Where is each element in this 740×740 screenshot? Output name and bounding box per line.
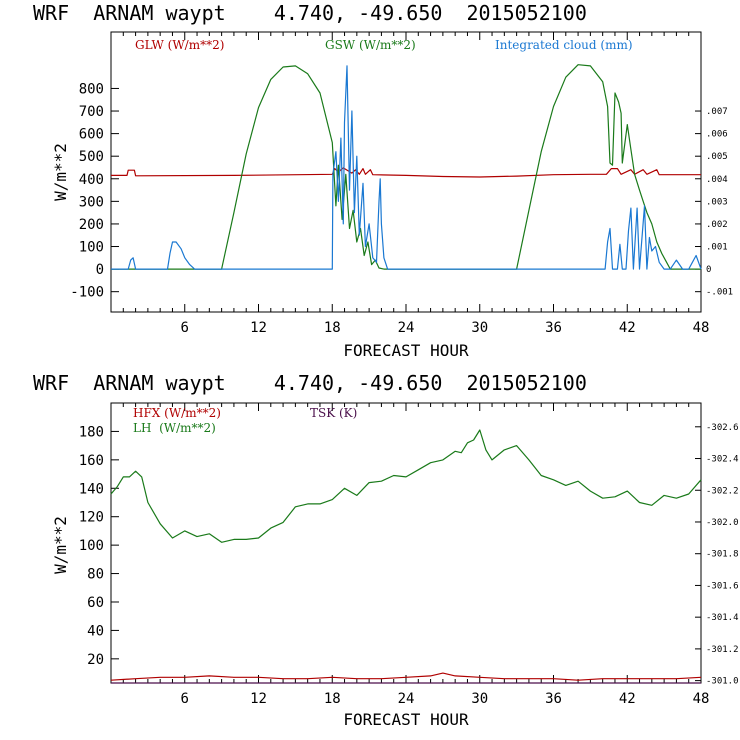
y2-tick-label: -301.6 xyxy=(706,581,739,591)
series-line-glw xyxy=(111,167,701,178)
y2-tick-label: .006 xyxy=(706,130,728,140)
y2-tick-label: .003 xyxy=(706,197,728,207)
x-tick-label: 24 xyxy=(398,691,415,707)
x-tick-label: 36 xyxy=(545,691,562,707)
surface-flux-panel: WRF ARNAM waypt 4.740, -49.650 201505210… xyxy=(33,371,739,729)
radiation-cloud-panel: WRF ARNAM waypt 4.740, -49.650 201505210… xyxy=(33,1,733,360)
y2-tick-label: -301.4 xyxy=(706,613,739,623)
x-tick-label: 30 xyxy=(471,320,488,336)
series-line-hfx xyxy=(110,672,702,681)
x-tick-label: 24 xyxy=(398,320,415,336)
panel-2-x-ticks: 6 12 18 24 30 36 42 48 xyxy=(122,403,710,707)
panel-1-series-lines xyxy=(111,64,702,270)
y2-tick-label: -302.6 xyxy=(706,423,739,433)
series-line-gsw xyxy=(111,64,701,270)
y-tick-label: 160 xyxy=(79,453,104,469)
y-tick-label: 700 xyxy=(79,104,104,120)
y-tick-label: 180 xyxy=(79,424,104,440)
y2-tick-label: -302.0 xyxy=(706,518,739,528)
x-tick-label: 12 xyxy=(250,320,267,336)
panel-1-header: WRF ARNAM waypt 4.740, -49.650 201505210… xyxy=(33,1,587,25)
y-tick-label: 140 xyxy=(79,481,104,497)
y-tick-label: 80 xyxy=(87,567,104,583)
y-tick-label: 500 xyxy=(79,149,104,165)
x-tick-label: 48 xyxy=(693,691,710,707)
y2-tick-label: .002 xyxy=(706,220,728,230)
legend-gsw: GSW (W/m**2) xyxy=(325,38,416,52)
series-line-integrated xyxy=(111,65,702,270)
y-tick-label: 120 xyxy=(79,510,104,526)
x-tick-label: 42 xyxy=(619,320,636,336)
x-tick-label: 36 xyxy=(545,320,562,336)
panel-1-y-axis-label: W/m**2 xyxy=(51,143,70,201)
y-tick-label: 40 xyxy=(87,623,104,639)
panel-1-y-ticks: -100 0 100 200 300 400 500 600 700 800 xyxy=(70,81,119,301)
x-tick-label: 18 xyxy=(324,691,341,707)
x-tick-label: 6 xyxy=(181,320,189,336)
x-tick-label: 6 xyxy=(181,691,189,707)
panel-1-plot-frame xyxy=(110,31,702,313)
y-tick-label: 400 xyxy=(79,172,104,188)
panel-1-x-axis-label: FORECAST HOUR xyxy=(343,341,469,360)
y2-tick-label: .004 xyxy=(706,175,728,185)
y2-tick-label: -302.2 xyxy=(706,486,739,496)
x-tick-label: 48 xyxy=(693,320,710,336)
y-tick-label: 300 xyxy=(79,194,104,210)
y-tick-label: 200 xyxy=(79,217,104,233)
panel-2-y-ticks: 20 40 60 80 100 120 140 160 180 xyxy=(79,424,119,668)
y-tick-label: 800 xyxy=(79,81,104,97)
y2-tick-label: -301.8 xyxy=(706,550,739,560)
series-line-lh xyxy=(110,429,702,543)
y-tick-label: 60 xyxy=(87,595,104,611)
y2-tick-label: -.001 xyxy=(706,288,733,298)
y2-tick-label: .007 xyxy=(706,107,728,117)
y2-tick-label: .001 xyxy=(706,243,728,253)
y2-tick-label: 0 xyxy=(706,265,711,275)
y-tick-label: 20 xyxy=(87,652,104,668)
y2-tick-label: -302.4 xyxy=(706,455,739,465)
panel-2-x-axis-label: FORECAST HOUR xyxy=(343,710,469,729)
y-tick-label: 100 xyxy=(79,240,104,256)
panel-2-plot-frame xyxy=(110,402,702,684)
y2-tick-label: .005 xyxy=(706,152,728,162)
x-tick-label: 42 xyxy=(619,691,636,707)
panel-2-y2-ticks: -301.0 -301.2 -301.4 -301.6 -301.8 -302.0 -302… xyxy=(695,423,739,687)
x-tick-label: 12 xyxy=(250,691,267,707)
y2-tick-label: -301.2 xyxy=(706,645,739,655)
y-tick-label: -100 xyxy=(70,285,104,301)
legend-hfx: HFX (W/m**2) xyxy=(133,406,221,420)
y-tick-label: 600 xyxy=(79,127,104,143)
panel-2-y-axis-label: W/m**2 xyxy=(51,516,70,574)
panel-2-series-lines xyxy=(110,429,702,684)
legend-integrated-cloud: Integrated cloud (mm) xyxy=(495,38,633,52)
legend-lh: LH (W/m**2) xyxy=(133,421,216,435)
legend-tsk: TSK (K) xyxy=(310,406,357,420)
legend-glw: GLW (W/m**2) xyxy=(135,38,224,52)
y2-tick-label: -301.0 xyxy=(706,677,739,687)
x-tick-label: 18 xyxy=(324,320,341,336)
panel-1-x-ticks: 6 12 18 24 30 36 42 48 xyxy=(122,32,710,336)
y-tick-label: 100 xyxy=(79,538,104,554)
panel-2-header: WRF ARNAM waypt 4.740, -49.650 201505210… xyxy=(33,371,587,395)
y-tick-label: 0 xyxy=(96,262,104,278)
panel-1-y2-ticks: -.001 0 .001 .002 .003 .004 .005 .006 .007 xyxy=(695,107,733,298)
x-tick-label: 30 xyxy=(471,691,488,707)
